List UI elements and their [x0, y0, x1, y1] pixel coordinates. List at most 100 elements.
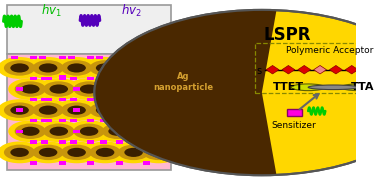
- Polygon shape: [377, 65, 378, 74]
- Circle shape: [43, 124, 74, 139]
- Polygon shape: [361, 65, 374, 74]
- Bar: [155, 77, 162, 80]
- Bar: [116, 140, 123, 144]
- Circle shape: [21, 84, 40, 94]
- Bar: [45, 77, 52, 80]
- Bar: [144, 140, 152, 144]
- Circle shape: [96, 120, 139, 142]
- Bar: [116, 98, 123, 101]
- Bar: [59, 161, 66, 165]
- Circle shape: [67, 120, 111, 142]
- Circle shape: [10, 63, 29, 73]
- Bar: [87, 119, 94, 122]
- Circle shape: [39, 63, 57, 73]
- Bar: [87, 98, 94, 101]
- Circle shape: [143, 102, 174, 118]
- Circle shape: [112, 57, 156, 79]
- Bar: [45, 98, 52, 101]
- Bar: [102, 119, 108, 122]
- Bar: [87, 140, 94, 144]
- Circle shape: [137, 84, 155, 94]
- Bar: [130, 87, 137, 91]
- Bar: [155, 98, 162, 101]
- Bar: [143, 161, 150, 165]
- Bar: [287, 109, 302, 116]
- Polygon shape: [345, 65, 358, 74]
- Circle shape: [37, 78, 81, 100]
- Circle shape: [124, 120, 168, 142]
- Bar: [45, 119, 52, 122]
- Bar: [30, 119, 37, 122]
- Circle shape: [26, 99, 70, 121]
- Bar: [73, 130, 80, 133]
- Bar: [116, 119, 123, 122]
- Bar: [130, 108, 137, 112]
- Circle shape: [143, 60, 174, 76]
- Bar: [30, 98, 37, 101]
- Circle shape: [54, 99, 99, 121]
- Bar: [16, 87, 23, 91]
- Bar: [30, 98, 37, 101]
- Bar: [116, 56, 123, 59]
- Bar: [116, 75, 123, 78]
- Polygon shape: [330, 65, 342, 74]
- Circle shape: [102, 81, 133, 97]
- Circle shape: [149, 148, 168, 157]
- Bar: [116, 77, 123, 80]
- Polygon shape: [314, 65, 327, 74]
- Circle shape: [0, 99, 42, 121]
- Text: Ag
nanoparticle: Ag nanoparticle: [153, 72, 214, 92]
- Circle shape: [130, 81, 162, 97]
- Circle shape: [21, 127, 40, 136]
- Circle shape: [112, 141, 156, 163]
- Bar: [41, 119, 48, 122]
- Bar: [59, 56, 66, 59]
- Bar: [128, 140, 135, 144]
- Circle shape: [50, 127, 68, 136]
- Circle shape: [90, 60, 121, 76]
- Text: $hv_2$: $hv_2$: [121, 3, 142, 19]
- Ellipse shape: [308, 85, 358, 90]
- Bar: [87, 77, 94, 80]
- Bar: [59, 140, 66, 144]
- Bar: [39, 56, 46, 59]
- Bar: [116, 119, 123, 122]
- Circle shape: [61, 60, 92, 76]
- Circle shape: [15, 81, 46, 97]
- Circle shape: [96, 63, 115, 73]
- Circle shape: [10, 106, 29, 115]
- Bar: [87, 161, 94, 165]
- Polygon shape: [266, 65, 279, 74]
- Circle shape: [118, 102, 149, 118]
- Circle shape: [124, 148, 143, 157]
- Text: Sensitizer: Sensitizer: [271, 121, 316, 130]
- Text: TTET: TTET: [273, 82, 304, 92]
- Bar: [30, 140, 37, 144]
- Bar: [59, 119, 66, 122]
- Circle shape: [26, 141, 70, 163]
- Bar: [143, 56, 150, 59]
- Bar: [59, 98, 66, 101]
- Circle shape: [80, 127, 98, 136]
- Circle shape: [50, 84, 68, 94]
- Circle shape: [15, 124, 46, 139]
- Circle shape: [96, 78, 139, 100]
- Bar: [70, 98, 77, 101]
- Circle shape: [67, 78, 111, 100]
- Bar: [116, 140, 123, 144]
- Bar: [59, 98, 66, 101]
- Bar: [100, 140, 107, 144]
- Circle shape: [67, 148, 86, 157]
- Circle shape: [136, 141, 181, 163]
- Circle shape: [83, 99, 127, 121]
- Text: Polymeric Acceptor: Polymeric Acceptor: [286, 46, 373, 55]
- Circle shape: [108, 127, 127, 136]
- Bar: [96, 56, 103, 59]
- Bar: [30, 119, 37, 122]
- Bar: [87, 77, 94, 80]
- Bar: [73, 108, 80, 112]
- Text: $hv_1$: $hv_1$: [41, 3, 62, 19]
- Circle shape: [0, 141, 42, 163]
- Circle shape: [130, 124, 162, 139]
- Circle shape: [124, 78, 168, 100]
